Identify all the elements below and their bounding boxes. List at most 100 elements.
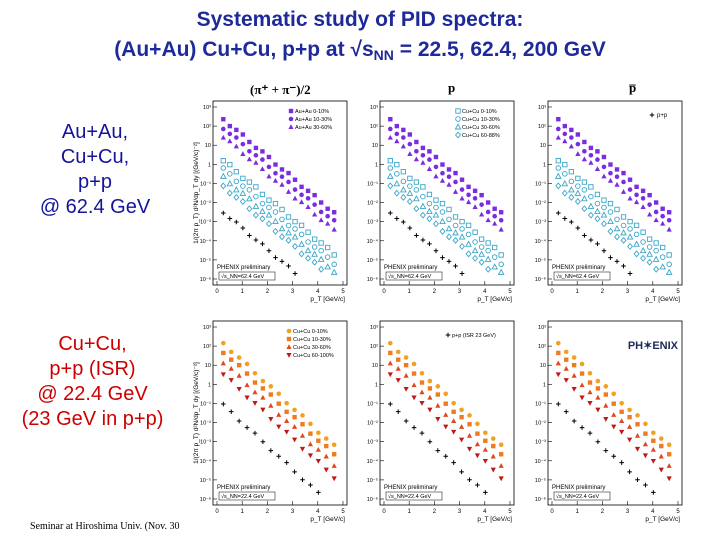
data-point (485, 240, 491, 246)
data-point (265, 220, 272, 228)
y-tick-label: 10⁻⁵ (367, 257, 378, 264)
data-point (286, 263, 291, 269)
data-point (475, 421, 480, 427)
data-point (253, 184, 259, 190)
data-point (291, 424, 298, 429)
energy-box (385, 491, 443, 501)
legend-label: Cu+Cu 0-10% (462, 109, 497, 115)
data-point (292, 407, 297, 413)
data-point (266, 173, 272, 179)
left-label-line: @ 22.4 GeV (37, 383, 148, 405)
data-point (633, 250, 640, 258)
data-point (478, 236, 485, 242)
data-point (240, 132, 246, 137)
data-point (318, 209, 324, 215)
data-point (411, 361, 417, 367)
data-point (575, 151, 581, 156)
data-point (640, 229, 646, 235)
data-point (220, 372, 226, 378)
data-point (252, 401, 258, 406)
data-point (221, 126, 226, 132)
data-point (316, 438, 321, 443)
y-tick-label: 10⁻⁶ (367, 276, 378, 283)
x-tick-label: 1 (241, 509, 245, 515)
data-point (575, 225, 581, 231)
data-point (568, 169, 574, 175)
data-point (575, 183, 581, 189)
data-point (603, 402, 609, 408)
data-point (292, 218, 298, 225)
y-tick-label: 10⁻⁴ (200, 238, 212, 245)
data-point (660, 206, 665, 211)
data-point (555, 165, 562, 171)
data-point (653, 247, 659, 254)
data-point (614, 216, 620, 223)
data-point (581, 156, 587, 162)
data-point (466, 433, 473, 438)
data-point (246, 195, 253, 202)
data-point (451, 460, 456, 465)
data-point (588, 184, 594, 190)
data-point (562, 123, 568, 129)
y-tick-label: 10⁻² (200, 421, 211, 427)
data-point (627, 195, 633, 201)
data-series (388, 117, 504, 215)
data-point (300, 422, 305, 427)
data-point (640, 188, 646, 194)
data-point (394, 138, 400, 144)
data-point (403, 372, 409, 378)
data-point (285, 236, 292, 244)
data-point (227, 161, 233, 168)
data-point (466, 192, 471, 198)
data-point (325, 213, 330, 219)
data-series (220, 372, 337, 482)
data-point (485, 265, 492, 273)
y-tick-label: 10 (540, 143, 546, 149)
data-point (300, 477, 305, 483)
data-point (400, 178, 407, 185)
data-point (646, 236, 653, 242)
data-point (406, 197, 413, 205)
data-point (634, 184, 639, 190)
data-point (292, 469, 297, 475)
data-point (634, 446, 641, 452)
data-point (588, 193, 594, 200)
data-point (331, 217, 337, 223)
data-point (331, 463, 337, 468)
data-point (660, 220, 666, 226)
data-point (595, 407, 601, 413)
data-point (331, 476, 337, 482)
data-point (613, 224, 621, 232)
data-point (246, 205, 253, 213)
y-tick-label: 10⁻¹ (367, 401, 378, 407)
data-point (433, 173, 439, 179)
x-tick-label: 3 (291, 289, 295, 295)
data-point (642, 441, 649, 447)
energy-box (553, 491, 611, 501)
data-point (299, 192, 304, 198)
data-point (642, 453, 649, 459)
data-series (556, 126, 672, 223)
data-point (635, 413, 640, 418)
data-point (483, 430, 488, 436)
data-point (236, 372, 242, 378)
data-point (639, 246, 647, 254)
data-point (395, 409, 401, 414)
data-point (651, 430, 656, 436)
data-point (620, 214, 627, 220)
data-point (233, 178, 240, 185)
data-point (413, 156, 419, 162)
legend: Cu+Cu 0-10% Cu+Cu 10-30% Cu+Cu 30-60% Cu+Cu… (286, 328, 334, 359)
data-point (299, 446, 306, 452)
data-point (474, 453, 481, 459)
data-point (285, 214, 292, 220)
data-point (611, 391, 617, 397)
y-tick-label: 10⁻⁶ (367, 496, 378, 503)
data-point (640, 239, 646, 245)
data-point (331, 226, 337, 232)
data-point (467, 413, 472, 418)
data-point (465, 222, 472, 229)
data-point (658, 436, 664, 441)
x-axis-title: p_T [GeV/c] (645, 516, 680, 523)
data-series (388, 340, 504, 448)
